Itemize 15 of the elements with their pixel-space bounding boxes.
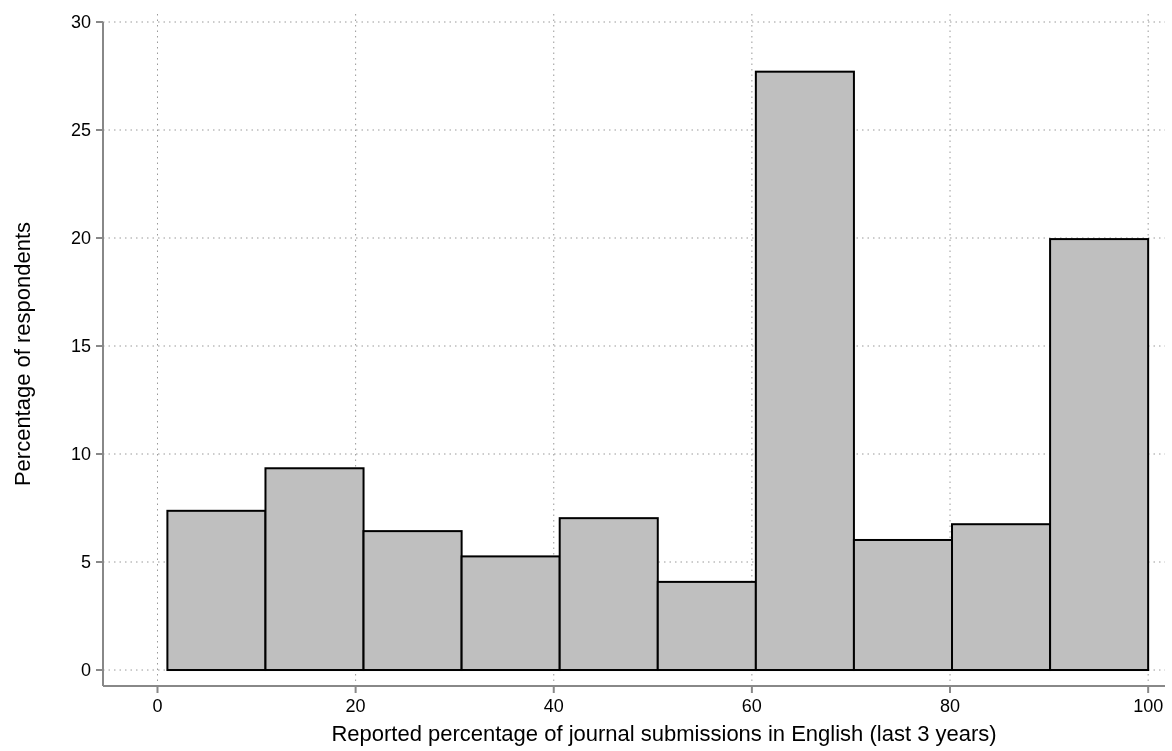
y-tick-label: 20 xyxy=(70,228,91,249)
x-tick-label: 20 xyxy=(345,696,366,716)
x-tick-label: 100 xyxy=(1133,696,1164,716)
y-tick-label: 25 xyxy=(70,120,91,141)
x-tick-label: 80 xyxy=(940,696,961,716)
y-axis-title: Percentage of respondents xyxy=(10,221,35,487)
x-tick-label: 40 xyxy=(543,696,564,716)
y-tick-label: 30 xyxy=(70,12,91,33)
y-tick-label: 5 xyxy=(80,552,91,573)
y-tick-label: 15 xyxy=(70,336,91,357)
y-tick-label: 0 xyxy=(80,660,91,681)
x-tick-label: 0 xyxy=(152,696,163,716)
x-axis-title: Reported percentage of journal submissions in English (last 3 years) xyxy=(331,721,997,746)
y-tick-label: 10 xyxy=(70,444,91,465)
x-tick-label: 60 xyxy=(741,696,762,716)
